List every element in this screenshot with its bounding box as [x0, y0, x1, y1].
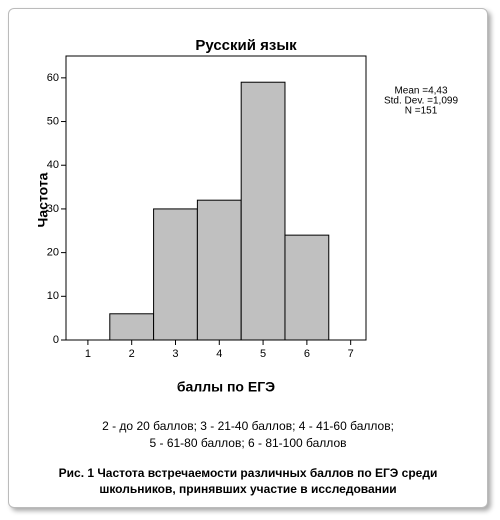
- y-tick-label: 10: [47, 290, 59, 302]
- bar: [284, 234, 330, 341]
- x-tick-label: 6: [304, 348, 310, 360]
- y-axis-label: Частота: [35, 172, 51, 227]
- chart-title: Русский язык: [195, 37, 297, 54]
- stat-annotation: Std. Dev. =1,099: [384, 96, 458, 107]
- y-tick-label: 40: [47, 159, 59, 171]
- caption: школьников, принявших участие в исследов…: [99, 482, 396, 496]
- x-axis-label: баллы по ЕГЭ: [177, 379, 275, 395]
- note: 5 - 61-80 баллов; 6 - 81-100 баллов: [150, 436, 347, 450]
- bar: [240, 81, 286, 341]
- x-tick-label: 4: [216, 348, 222, 360]
- x-tick-label: 5: [260, 348, 266, 360]
- stat-annotation: Mean =4,43: [394, 86, 448, 97]
- x-tick-label: 2: [129, 348, 135, 360]
- note: 2 - до 20 баллов; 3 - 21-40 баллов; 4 - …: [102, 419, 394, 433]
- y-tick-label: 60: [47, 72, 59, 84]
- y-tick-label: 0: [53, 334, 59, 346]
- caption: Рис. 1 Частота встречаемости различных б…: [59, 466, 438, 480]
- x-tick-label: 1: [85, 348, 91, 360]
- stat-annotation: N =151: [405, 106, 438, 117]
- bar: [196, 199, 242, 341]
- y-tick-label: 50: [47, 115, 59, 127]
- bar: [109, 313, 155, 341]
- x-tick-label: 7: [348, 348, 354, 360]
- y-tick-label: 20: [47, 247, 59, 259]
- x-tick-label: 3: [172, 348, 178, 360]
- y-tick-label: 30: [47, 203, 59, 215]
- bar: [153, 208, 198, 341]
